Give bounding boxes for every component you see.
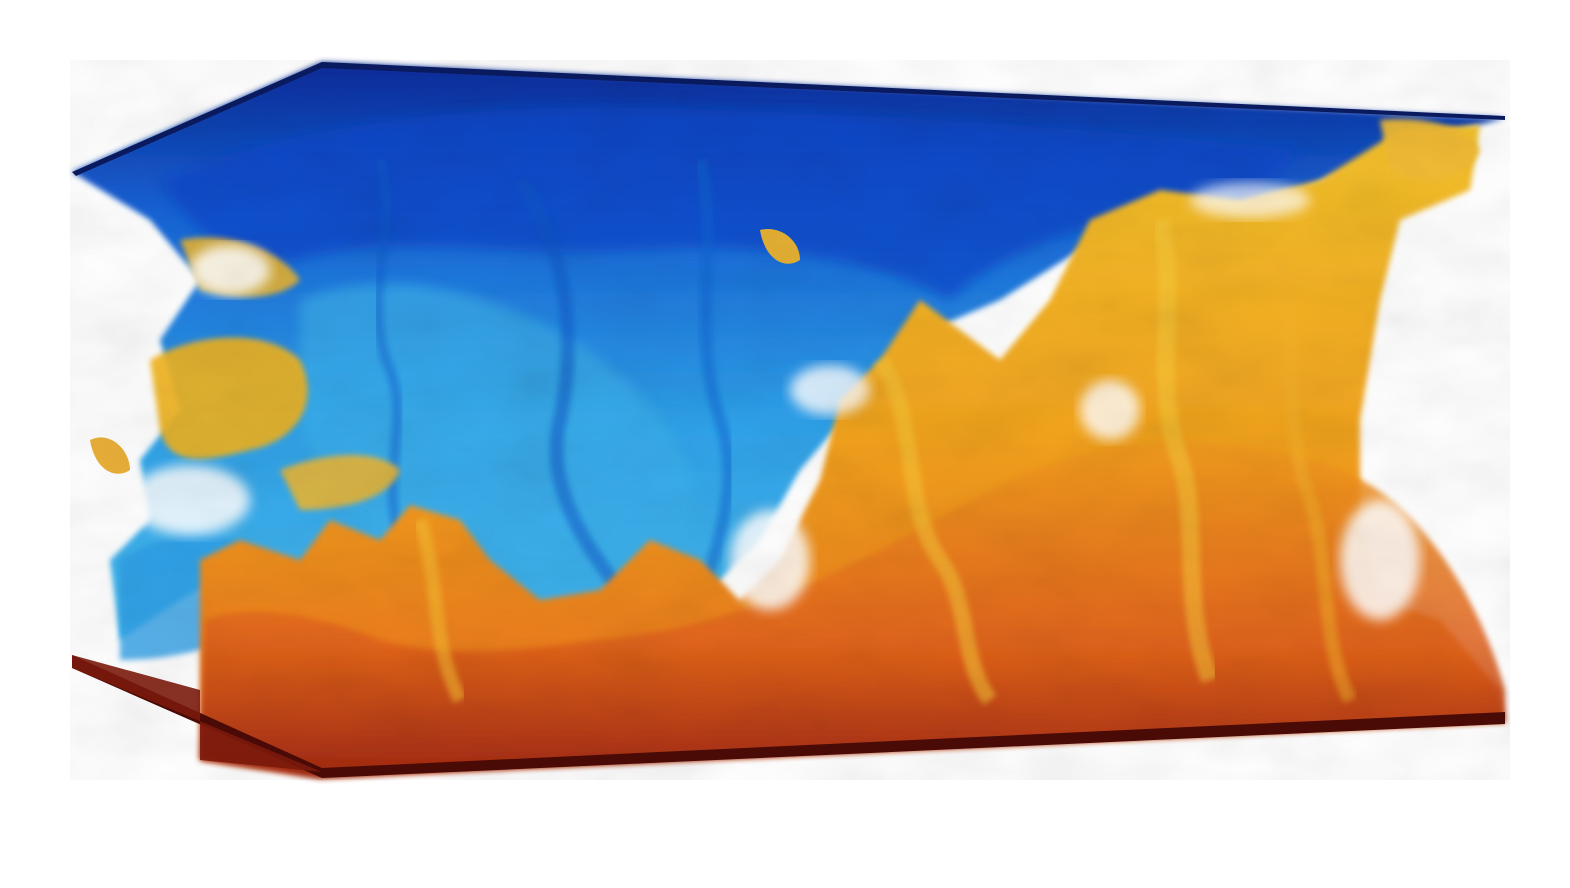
bottom-plate-icon [72,655,1505,778]
top-plate-icon [72,62,1505,176]
texture-overlay [70,60,1510,780]
